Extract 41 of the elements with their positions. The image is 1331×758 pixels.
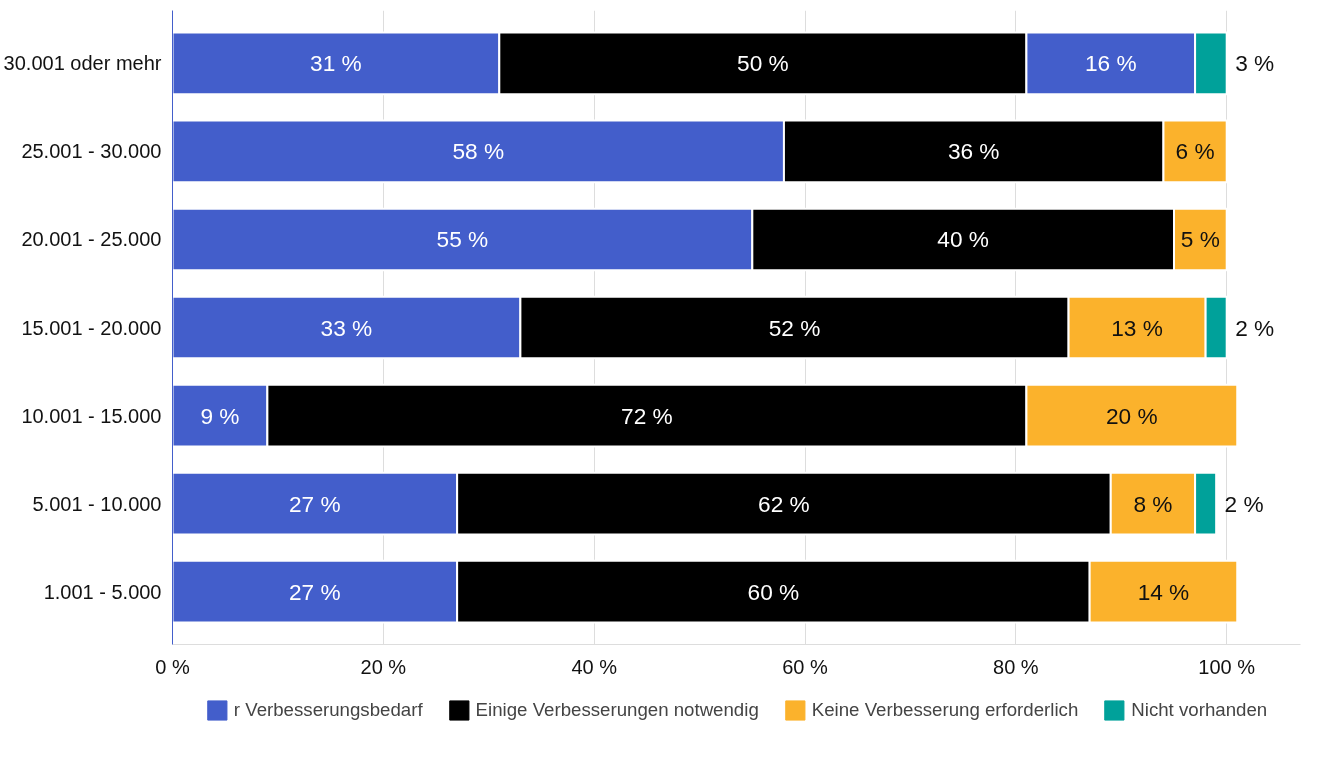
data-label: 5 % xyxy=(1180,226,1220,253)
y-tick-label: 10.001 - 15.000 xyxy=(21,404,162,427)
legend-label: Nicht vorhanden xyxy=(1131,699,1268,721)
y-tick-label: 20.001 - 25.000 xyxy=(21,228,162,251)
x-tick-label: 60 % xyxy=(782,655,829,678)
data-label: 2 % xyxy=(1224,490,1264,517)
data-label: 52 % xyxy=(768,314,821,341)
x-tick-label: 0 % xyxy=(155,655,190,678)
data-label: 31 % xyxy=(310,50,362,77)
data-label: 9 % xyxy=(200,402,240,429)
x-tick-label: 100 % xyxy=(1198,655,1256,678)
data-label: 40 % xyxy=(937,226,989,253)
y-tick-label: 30.001 oder mehr xyxy=(3,52,162,75)
data-label: 16 % xyxy=(1084,50,1137,77)
data-label: 13 % xyxy=(1111,314,1163,341)
data-label: 72 % xyxy=(621,402,673,429)
data-label: 58 % xyxy=(452,138,505,165)
data-label: 3 % xyxy=(1235,50,1275,77)
legend-label: r Verbesserungsbedarf xyxy=(233,699,423,721)
legend-label: Einige Verbesserungen notwendig xyxy=(475,699,759,721)
y-tick-label: 25.001 - 30.000 xyxy=(21,140,162,163)
data-label: 14 % xyxy=(1137,578,1190,605)
x-tick-label: 20 % xyxy=(360,655,407,678)
data-label: 8 % xyxy=(1133,490,1173,517)
x-tick-label: 40 % xyxy=(571,655,618,678)
data-label: 20 % xyxy=(1106,402,1158,429)
data-label: 2 % xyxy=(1235,314,1275,341)
x-tick-label: 80 % xyxy=(993,655,1039,678)
data-label: 62 % xyxy=(758,490,810,517)
data-label: 27 % xyxy=(289,578,341,605)
y-tick-label: 5.001 - 10.000 xyxy=(32,492,162,515)
data-label: 50 % xyxy=(737,50,789,77)
y-tick-label: 1.001 - 5.000 xyxy=(43,580,162,603)
data-label: 36 % xyxy=(947,138,1000,165)
data-label: 55 % xyxy=(436,226,489,253)
y-tick-label: 15.001 - 20.000 xyxy=(21,316,162,339)
data-label: 60 % xyxy=(747,578,800,605)
data-label: 27 % xyxy=(289,490,341,517)
data-label: 33 % xyxy=(320,314,373,341)
legend-label: Keine Verbesserung erforderlich xyxy=(811,699,1079,721)
data-label: 6 % xyxy=(1175,138,1215,165)
